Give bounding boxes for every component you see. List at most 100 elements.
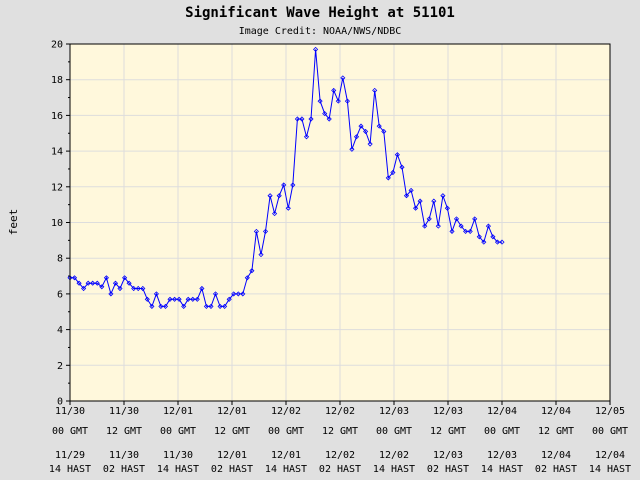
y-tick-label: 14 (51, 147, 63, 158)
data-point (331, 87, 337, 93)
data-point (231, 291, 237, 297)
x-tick-label-gmt: 12/03 (379, 406, 409, 417)
data-point (262, 228, 269, 234)
x-tick-label-gmt: 11/30 (109, 406, 139, 417)
x-tick-label-local: 12/03 (433, 450, 463, 461)
data-point (481, 239, 487, 245)
x-tick-label-gmt: 12/04 (487, 406, 517, 417)
data-point (340, 75, 346, 81)
x-tick-label-local: 12/01 (271, 450, 301, 461)
data-point (449, 228, 455, 234)
series-layer (67, 46, 505, 309)
y-tick-label: 12 (51, 182, 63, 193)
y-tick-label: 10 (51, 218, 63, 229)
y-tick-label: 16 (51, 111, 63, 122)
x-tick-label-gmt: 12/01 (163, 406, 193, 417)
x-tick-label-gmt: 00 GMT (160, 426, 196, 437)
x-tick-label-local: 12/01 (217, 450, 247, 461)
data-point (76, 280, 82, 286)
x-tick-label-local: 12/04 (541, 450, 571, 461)
data-point (431, 198, 437, 204)
data-point (153, 291, 159, 297)
data-point (212, 291, 219, 297)
x-tick-label-gmt: 12/04 (541, 406, 571, 417)
data-point (112, 280, 119, 286)
data-point (240, 291, 246, 297)
y-axis-label: feet (7, 209, 20, 236)
x-tick-label-local: 11/30 (109, 450, 139, 461)
data-point (103, 275, 109, 281)
x-tick-label-local: 14 HAST (265, 464, 307, 475)
chart-title: Significant Wave Height at 51101 (185, 5, 455, 21)
data-point (81, 285, 87, 292)
x-tick-label-gmt: 12 GMT (322, 426, 358, 437)
data-point (299, 116, 305, 122)
x-tick-label-gmt: 12 GMT (430, 426, 466, 437)
y-tick-label: 6 (57, 289, 63, 300)
data-point (194, 296, 200, 302)
data-point (226, 296, 232, 302)
x-tick-label-gmt: 00 GMT (484, 426, 520, 437)
data-point (140, 285, 146, 292)
data-point (353, 134, 360, 140)
data-point (308, 116, 314, 122)
x-tick-label-local: 02 HAST (319, 464, 361, 475)
data-point (90, 280, 96, 286)
x-tick-label-gmt: 12 GMT (106, 426, 142, 437)
data-point (317, 98, 323, 104)
x-tick-label-gmt: 00 GMT (52, 426, 88, 437)
data-point (285, 205, 291, 211)
data-point (326, 116, 332, 122)
x-tick-label-local: 11/29 (55, 450, 85, 461)
x-tick-label-local: 11/30 (163, 450, 193, 461)
data-point (376, 123, 382, 129)
data-point (344, 98, 350, 104)
data-point (253, 228, 259, 234)
x-tick-label-gmt: 12/01 (217, 406, 247, 417)
x-tick-label-local: 14 HAST (373, 464, 415, 475)
data-point (267, 193, 273, 199)
data-point (122, 275, 128, 281)
data-point (185, 296, 191, 302)
chart-subtitle: Image Credit: NOAA/NWS/NDBC (239, 26, 402, 37)
data-point (390, 169, 396, 176)
plot-frame (69, 43, 611, 402)
data-point (322, 111, 328, 117)
x-tick-label-gmt: 12/05 (595, 406, 625, 417)
data-point (476, 234, 482, 240)
data-point (499, 239, 505, 245)
data-point (349, 146, 355, 152)
data-point (394, 152, 400, 158)
data-point (426, 216, 432, 222)
data-point (272, 211, 278, 217)
data-point (117, 285, 123, 292)
data-point (381, 128, 387, 135)
x-tick-label-gmt: 00 GMT (376, 426, 412, 437)
data-point (135, 285, 141, 292)
data-point (199, 285, 205, 292)
data-point (149, 303, 155, 309)
data-point (108, 291, 114, 297)
data-point (467, 228, 473, 234)
data-point (490, 234, 496, 240)
data-point (440, 193, 446, 199)
data-point (335, 98, 341, 104)
data-point (422, 223, 428, 229)
x-tick-label-gmt: 00 GMT (268, 426, 304, 437)
x-tick-label-local: 14 HAST (49, 464, 91, 475)
data-point (417, 198, 423, 204)
data-point (71, 275, 78, 281)
y-tick-label: 18 (51, 75, 63, 86)
data-point (413, 205, 419, 211)
data-point (472, 216, 478, 222)
x-tick-label-gmt: 00 GMT (592, 426, 628, 437)
data-point (444, 205, 450, 211)
data-point (403, 193, 410, 199)
x-tick-label-gmt: 12/02 (325, 406, 355, 417)
data-point (244, 275, 250, 281)
x-tick-label-local: 02 HAST (103, 464, 145, 475)
data-point (303, 134, 310, 140)
data-point (249, 268, 255, 274)
data-point (222, 303, 228, 309)
